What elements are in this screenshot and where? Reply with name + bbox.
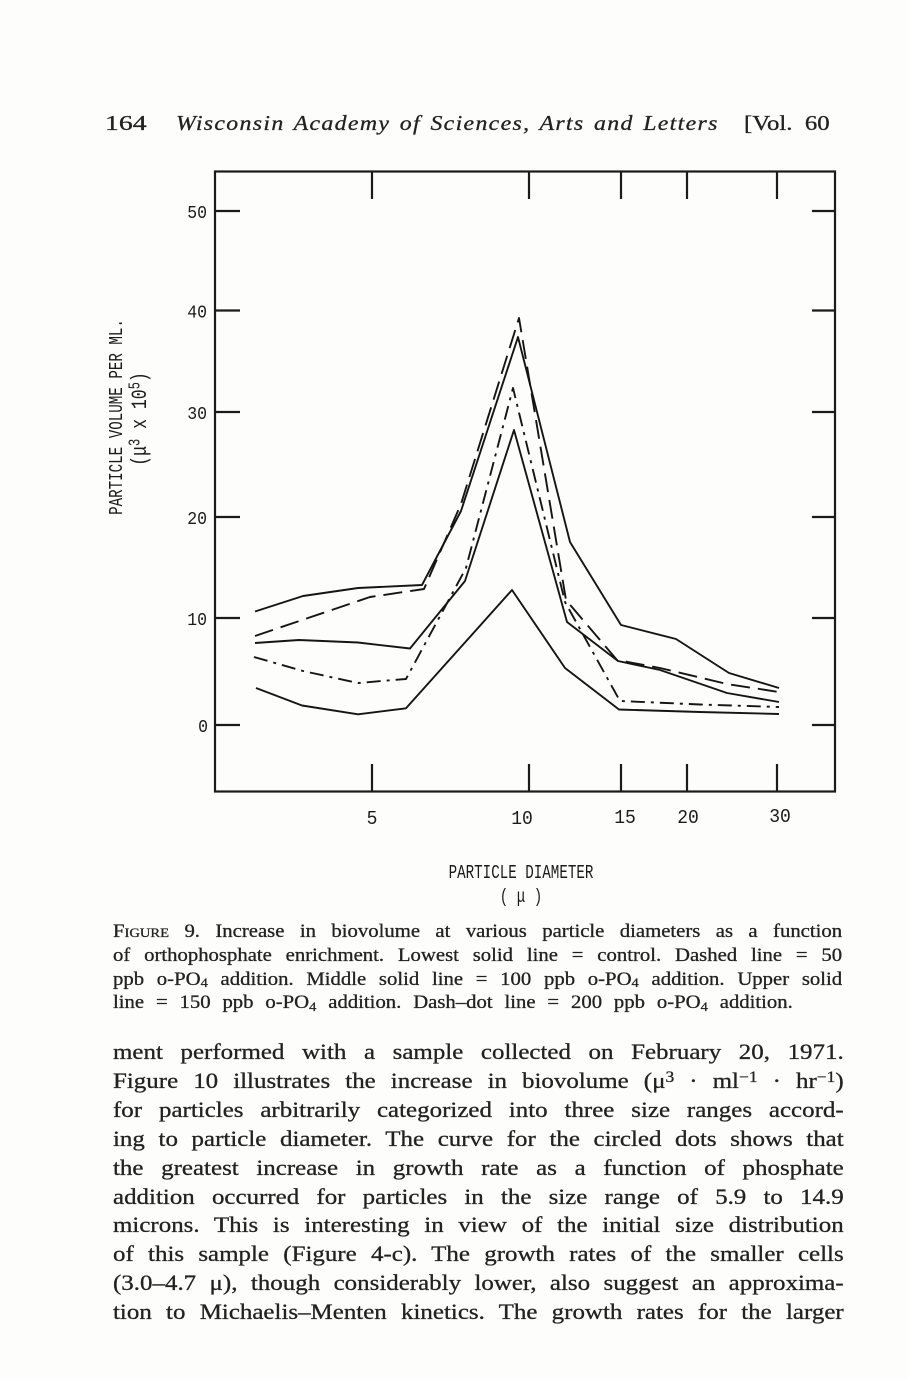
svg-text:( μ ): ( μ ) xyxy=(500,887,543,909)
svg-text:10: 10 xyxy=(511,807,533,830)
svg-text:30: 30 xyxy=(769,805,791,828)
svg-text:5: 5 xyxy=(367,807,378,830)
svg-text:10: 10 xyxy=(187,611,207,631)
svg-text:20: 20 xyxy=(187,510,207,530)
svg-text:PARTICLE VOLUME PER ML.: PARTICLE VOLUME PER ML. xyxy=(107,319,129,515)
svg-text:30: 30 xyxy=(187,405,207,425)
svg-text:15: 15 xyxy=(614,806,636,829)
svg-text:(μ3 x 105): (μ3 x 105) xyxy=(127,372,153,466)
svg-text:50: 50 xyxy=(187,204,207,224)
svg-text:0: 0 xyxy=(198,718,208,738)
svg-text:20: 20 xyxy=(677,806,699,829)
svg-text:PARTICLE DIAMETER: PARTICLE DIAMETER xyxy=(449,863,594,885)
svg-text:40: 40 xyxy=(187,304,207,324)
